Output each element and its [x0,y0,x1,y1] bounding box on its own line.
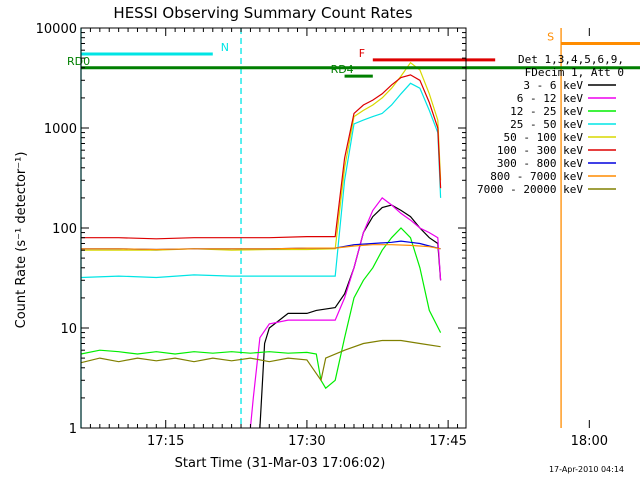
x-tick-label-2: 17:45 [429,434,466,449]
flag-label-rd4: RD4 [331,63,354,76]
legend-label-1: 6 - 12 keV [517,92,584,105]
x-tick-label-1: 17:30 [288,434,325,449]
legend-header-line-2: FDecim 1, Att 0 [525,66,624,79]
series-7-segment-0 [81,244,441,251]
plot-frame [80,27,467,429]
series-4-segment-0 [81,61,442,251]
series-5-segment-0 [81,74,442,240]
legend-label-7: 800 - 7000 keV [490,170,583,183]
legend-label-5: 100 - 300 keV [497,144,583,157]
y-axis-label: Count Rate (s⁻¹ detector⁻¹) [14,152,29,329]
series-0-segment-0 [259,204,442,429]
legend-label-0: 3 - 6 keV [523,79,583,92]
generation-timestamp: 17-Apr-2010 04:14 [549,465,624,474]
axes: 17:1517:3017:4518:0018:1518:3018:4511010… [36,22,608,449]
flag-label-f: F [359,47,365,60]
legend-label-2: 12 - 25 keV [510,105,583,118]
flag-label-rd0: RD0 [67,55,90,68]
legend: Det 1,3,4,5,6,9, FDecim 1, Att 0 3 - 6 k… [477,53,624,196]
series-1-segment-0 [249,197,442,429]
flag-label-s: S [547,30,554,43]
y-tick-label-2: 100 [52,222,77,237]
y-tick-label-4: 10000 [36,22,77,37]
x-tick-label-0: 17:15 [147,434,184,449]
x-tick-label-3: 18:00 [571,434,608,449]
series-3-segment-0 [80,82,442,279]
series-8-segment-0 [80,339,441,382]
series-2-segment-0 [80,227,442,390]
plot-area: N S F RD0 RD4 [67,28,640,429]
legend-header-line-1: Det 1,3,4,5,6,9, [518,53,624,66]
legend-label-3: 25 - 50 keV [510,118,583,131]
legend-label-6: 300 - 800 keV [497,157,583,170]
y-tick-label-1: 10 [60,322,77,337]
legend-label-8: 7000 - 20000 keV [477,183,583,196]
x-axis-label: Start Time (31-Mar-03 17:06:02) [175,456,386,471]
y-tick-label-3: 1000 [44,122,77,137]
y-tick-label-0: 1 [69,422,77,437]
flag-label-n: N [221,41,229,54]
legend-label-4: 50 - 100 keV [504,131,584,144]
chart-title: HESSI Observing Summary Count Rates [113,4,412,22]
